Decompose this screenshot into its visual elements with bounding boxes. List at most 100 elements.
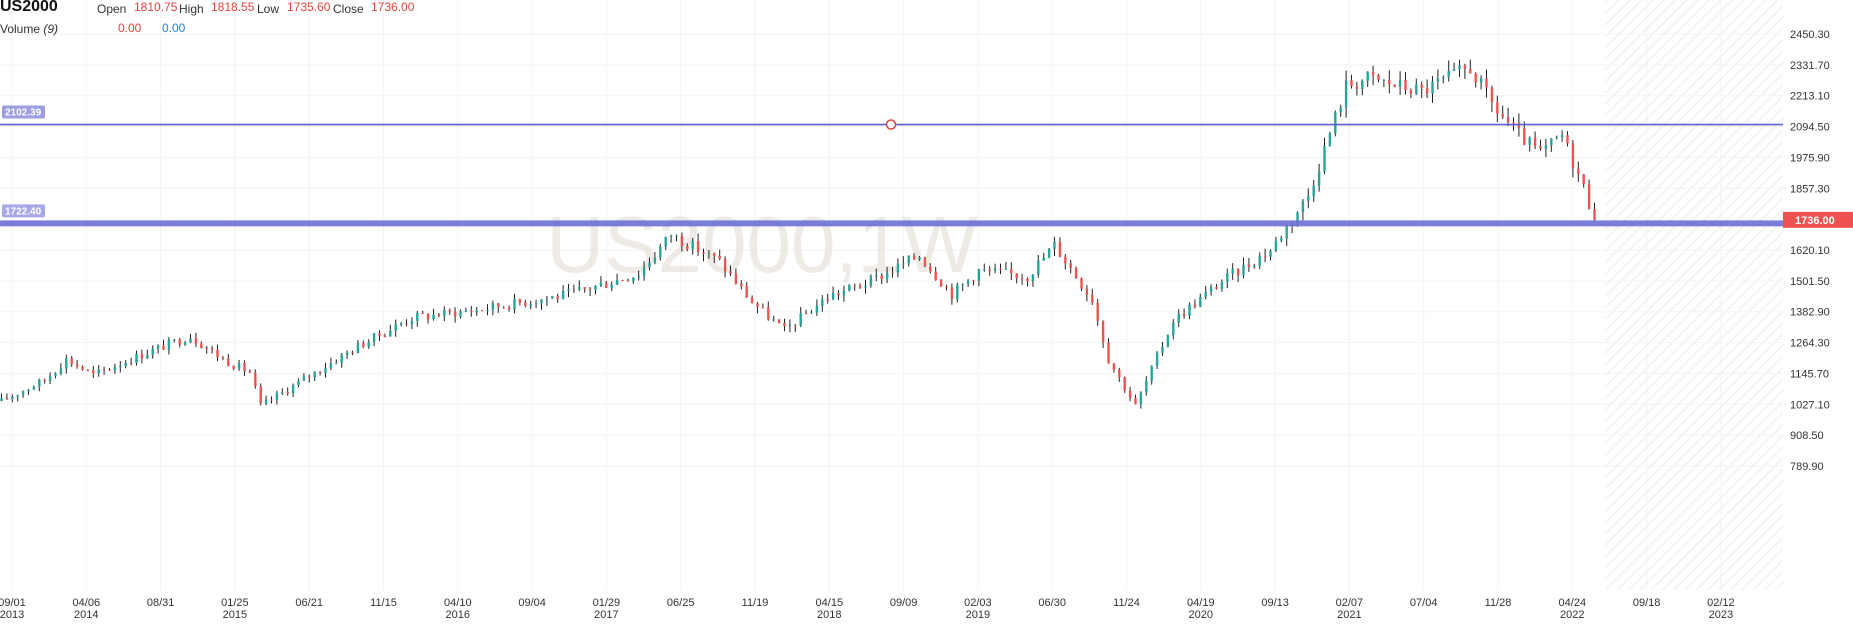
candle-body — [27, 389, 30, 392]
candle-body — [761, 307, 765, 309]
y-tick-label: 2213.10 — [1790, 91, 1830, 103]
candle-body — [556, 296, 559, 299]
x-tick-label: 09/01 — [0, 597, 26, 609]
candle-body — [270, 399, 273, 401]
x-tick-label: 11/15 — [370, 597, 397, 609]
candle-body — [1253, 265, 1256, 267]
candle-body — [723, 258, 727, 272]
candle-body — [848, 285, 851, 291]
candle-body — [983, 269, 986, 271]
close-label: Close — [333, 2, 364, 16]
open-label: Open — [97, 2, 127, 16]
candle-body — [1409, 90, 1413, 95]
volume-label-text: Volume — [0, 22, 41, 36]
candle-body — [534, 303, 538, 305]
candle-body — [713, 252, 716, 257]
candle-body — [291, 385, 295, 394]
candle-body — [1231, 268, 1234, 274]
y-tick-label: 1620.10 — [1790, 245, 1830, 257]
x-tick-label: 04/24 — [1559, 597, 1587, 609]
candle-body — [302, 376, 306, 381]
candle-body — [1447, 70, 1450, 78]
candle-body — [227, 358, 230, 367]
candle-body — [1155, 352, 1159, 367]
y-tick-label: 1382.90 — [1790, 307, 1830, 319]
candle-body — [1199, 296, 1202, 307]
candle-body — [1220, 281, 1224, 289]
candle-body — [988, 269, 991, 271]
candle-body — [416, 312, 419, 321]
candle-body — [470, 311, 473, 313]
candle-body — [1123, 377, 1126, 391]
candle-body — [1442, 77, 1445, 79]
candle-body — [11, 396, 14, 400]
candle-body — [507, 307, 511, 310]
candle-body — [648, 262, 651, 268]
candle-body — [405, 323, 408, 325]
candle-body — [162, 345, 165, 350]
candle-body — [891, 272, 894, 274]
candle-body — [1490, 87, 1494, 103]
candle-body — [216, 349, 219, 358]
candle-body — [486, 309, 489, 311]
candle-body — [1533, 137, 1537, 147]
x-tick-label: 04/19 — [1187, 597, 1215, 609]
candle-body — [173, 339, 176, 341]
candle-body — [950, 287, 954, 300]
x-tick-year: 2014 — [74, 609, 98, 621]
x-tick-year: 2021 — [1337, 609, 1361, 621]
candle-body — [16, 395, 19, 397]
candle-body — [205, 348, 208, 350]
candle-body — [1058, 241, 1062, 257]
candle-body — [108, 369, 111, 371]
candle-body — [1474, 73, 1477, 83]
candle-body — [772, 319, 775, 321]
candle-body — [178, 339, 181, 345]
candle-body — [1393, 84, 1396, 87]
candle-body — [448, 309, 451, 312]
candle-body — [1388, 79, 1391, 85]
candle-body — [1166, 335, 1170, 347]
candle-body — [788, 325, 792, 327]
candle-body — [1031, 274, 1035, 282]
candle-body — [680, 235, 684, 247]
x-tick-label: 09/13 — [1261, 597, 1289, 609]
candle-body — [1317, 171, 1321, 186]
candle-body — [254, 372, 257, 387]
candle-body — [945, 286, 948, 288]
candle-body — [156, 345, 160, 350]
candle-body — [1242, 264, 1245, 276]
candle-body — [826, 299, 829, 301]
candle-body — [1344, 80, 1348, 108]
candle-body — [194, 338, 198, 344]
candle-body — [1512, 122, 1515, 124]
candle-body — [1069, 263, 1072, 269]
horizontal-line-label: 1722.40 — [5, 206, 42, 217]
candle-body — [459, 311, 462, 317]
candle-body — [1037, 260, 1040, 275]
chart-header: US2000 Open 1810.75 High 1818.55 Low 173… — [0, 0, 700, 40]
candle-body — [1042, 257, 1045, 261]
candle-body — [453, 311, 457, 317]
candle-body — [896, 263, 900, 273]
candle-body — [858, 285, 862, 288]
candle-body — [1096, 302, 1099, 321]
candle-body — [1150, 366, 1153, 381]
candle-body — [1550, 138, 1553, 146]
candle-body — [815, 305, 819, 313]
candle-body — [518, 298, 522, 303]
x-tick-label: 06/30 — [1038, 597, 1066, 609]
candle-body — [567, 289, 570, 291]
candle-body — [912, 255, 916, 260]
candle-body — [1091, 294, 1094, 303]
candle-body — [794, 325, 797, 327]
candle-body — [335, 362, 338, 364]
x-tick-year: 2023 — [1709, 609, 1733, 621]
y-tick-label: 1027.10 — [1790, 399, 1830, 411]
candle-body — [1355, 86, 1359, 90]
candle-body — [464, 311, 468, 313]
x-tick-label: 07/04 — [1410, 597, 1438, 609]
x-tick-label: 11/24 — [1113, 597, 1140, 609]
candle-body — [146, 355, 149, 359]
